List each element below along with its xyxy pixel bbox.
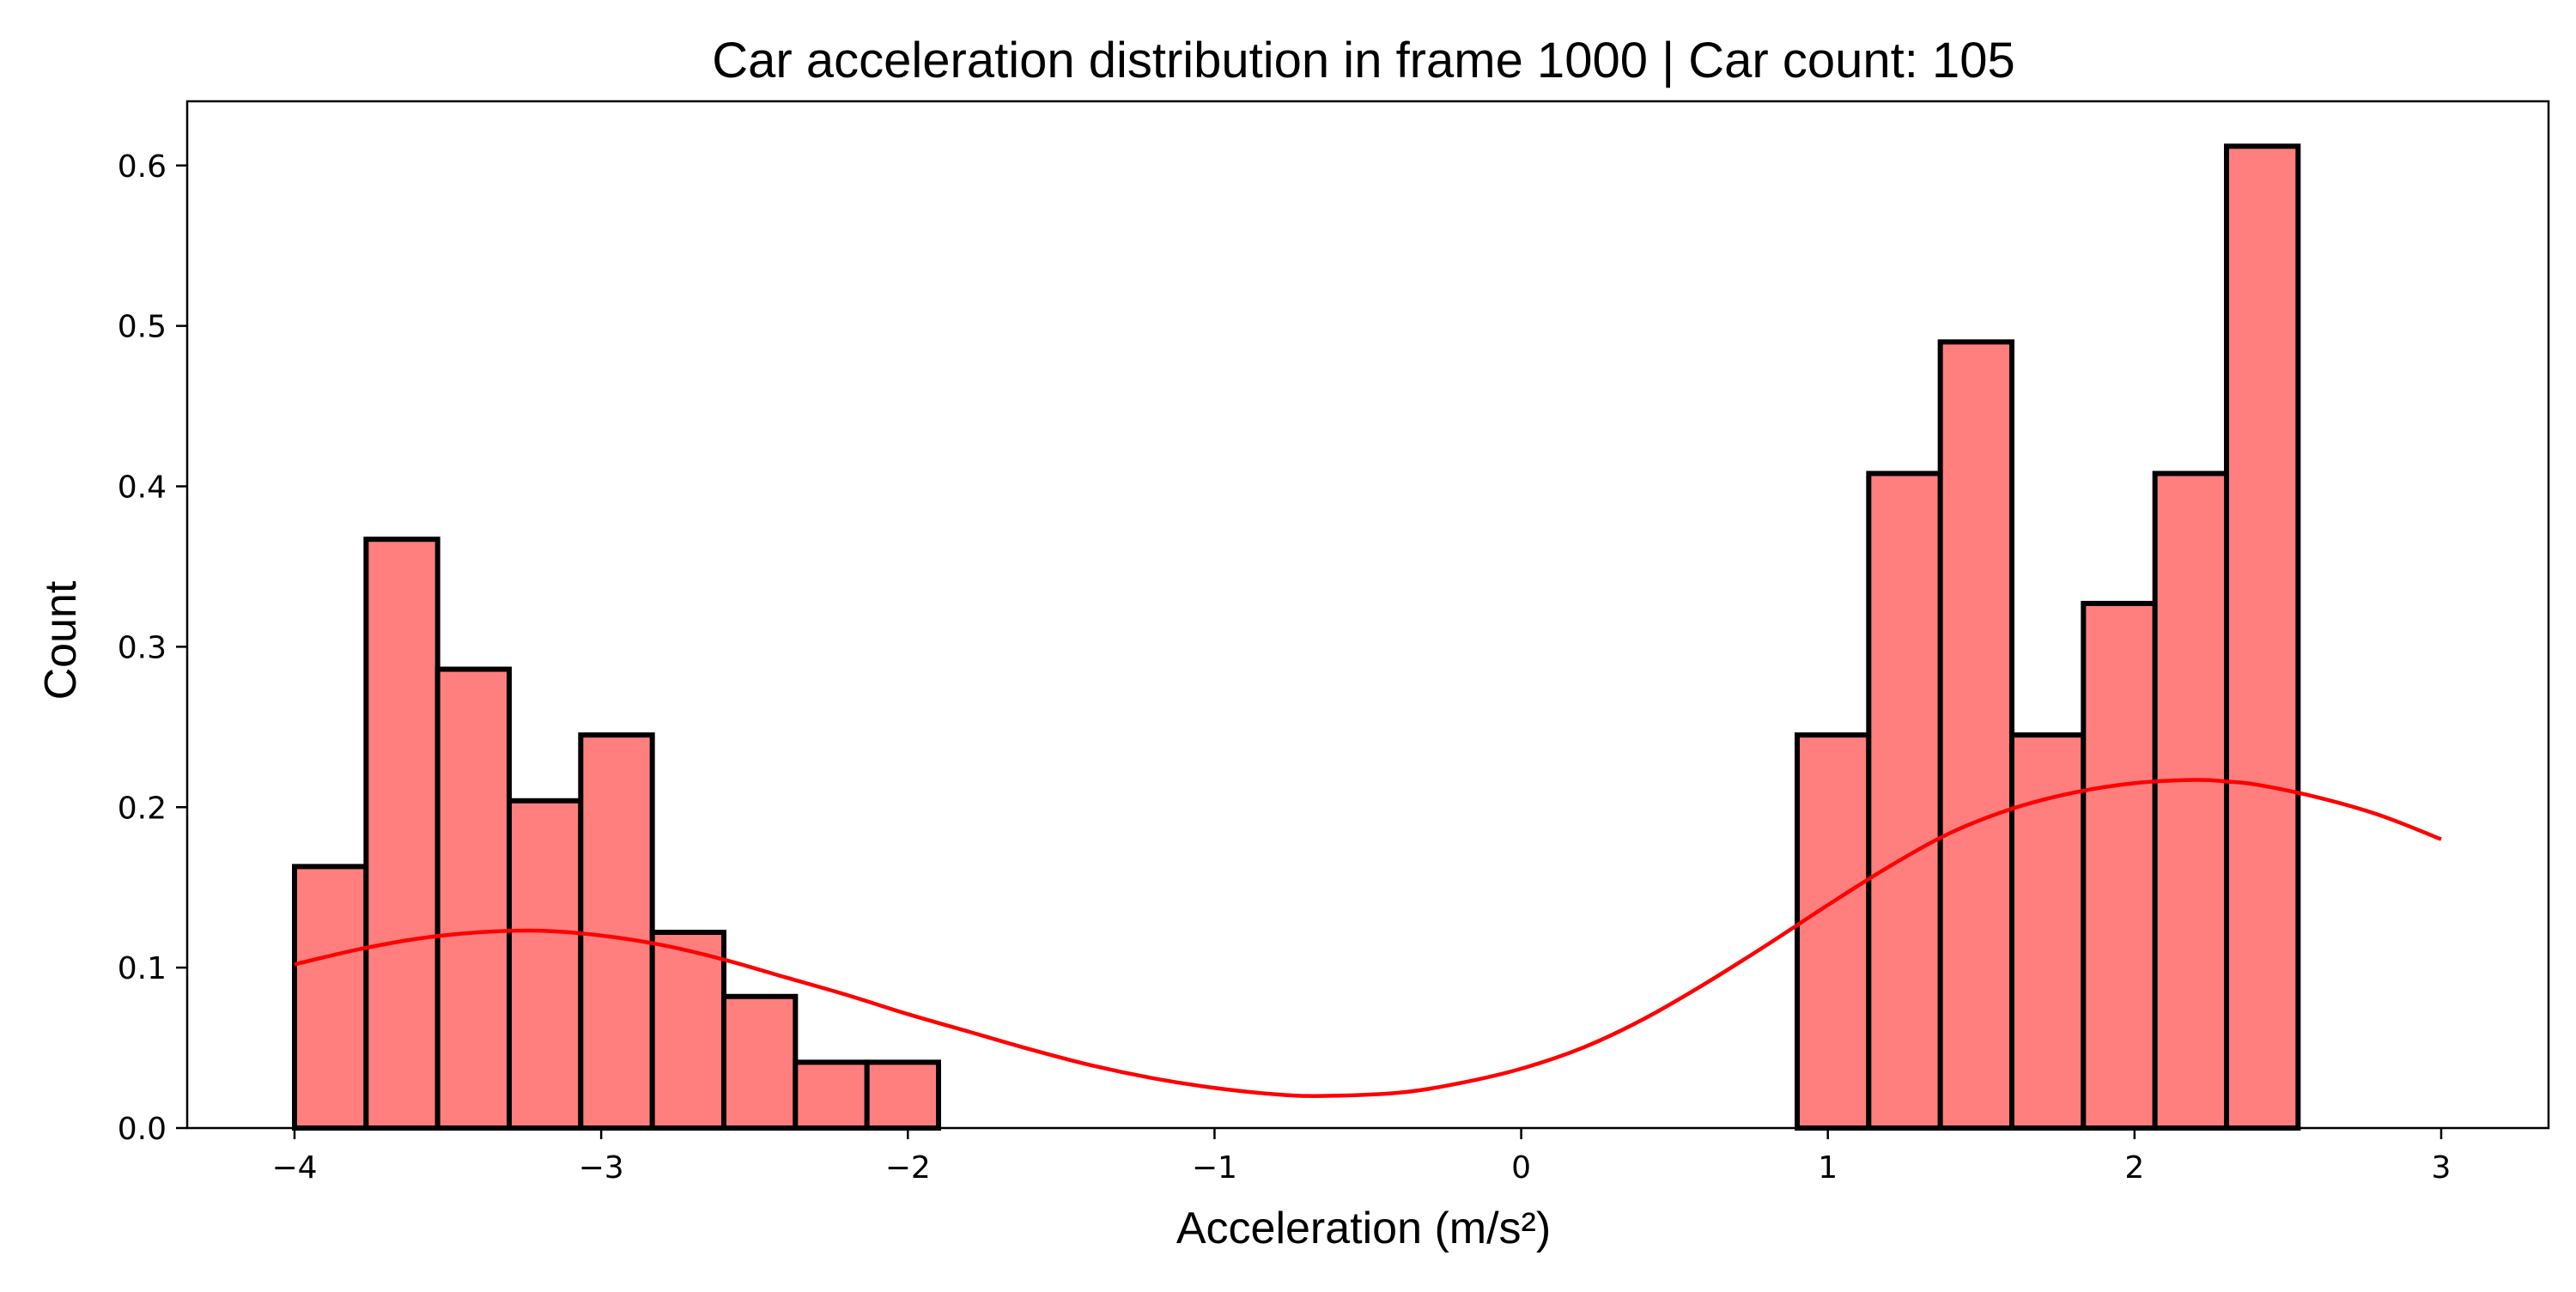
histogram-bar <box>721 993 799 1131</box>
histogram-bar <box>363 537 440 1131</box>
x-tick-label: −1 <box>1192 1150 1237 1186</box>
histogram-bar <box>2081 600 2158 1131</box>
y-tick-label: 0.0 <box>118 1112 167 1147</box>
x-tick-label: −3 <box>579 1150 624 1186</box>
y-tick-label: 0.3 <box>118 630 167 665</box>
chart-title: Car acceleration distribution in frame 1… <box>712 33 2014 88</box>
histogram-bar <box>649 930 727 1131</box>
x-tick-label: 3 <box>2432 1150 2451 1186</box>
histogram-bar <box>1795 732 1872 1131</box>
y-tick-label: 0.6 <box>118 149 167 185</box>
kde-curve <box>294 778 2442 1098</box>
bars-layer <box>292 143 2301 1131</box>
histogram-bar <box>434 666 512 1131</box>
plot-frame <box>185 100 2550 1130</box>
y-tick-label: 0.4 <box>118 470 167 506</box>
y-tick-label: 0.2 <box>118 791 167 826</box>
x-axis-label: Acceleration (m/s²) <box>1176 1204 1551 1253</box>
histogram-bar <box>507 798 584 1131</box>
x-tick-label: 2 <box>2124 1150 2144 1186</box>
axes-layer <box>185 100 2550 1130</box>
kde-layer <box>294 778 2442 1098</box>
y-axis-label: Count <box>36 580 86 700</box>
x-tick-label: −4 <box>271 1150 317 1186</box>
histogram-bar <box>793 1059 870 1131</box>
y-tick-label: 0.5 <box>118 310 167 345</box>
histogram-bar <box>578 732 655 1131</box>
histogram-bar <box>864 1059 942 1131</box>
histogram-bar <box>1866 470 1943 1131</box>
x-tick-label: −2 <box>885 1150 931 1186</box>
histogram-bar <box>2224 143 2301 1131</box>
x-tick-label: 0 <box>1511 1150 1531 1186</box>
y-tick-label: 0.1 <box>118 951 167 986</box>
x-tick-label: 1 <box>1818 1150 1838 1186</box>
histogram-bar <box>2152 470 2230 1131</box>
histogram-bar <box>1937 339 2015 1131</box>
ticks-layer: −4 −3 −2 −1 0 1 2 3 0.0 0.1 0.2 0.3 0.4 0.5 0.6 <box>118 149 2451 1186</box>
histogram-bar <box>292 864 369 1131</box>
